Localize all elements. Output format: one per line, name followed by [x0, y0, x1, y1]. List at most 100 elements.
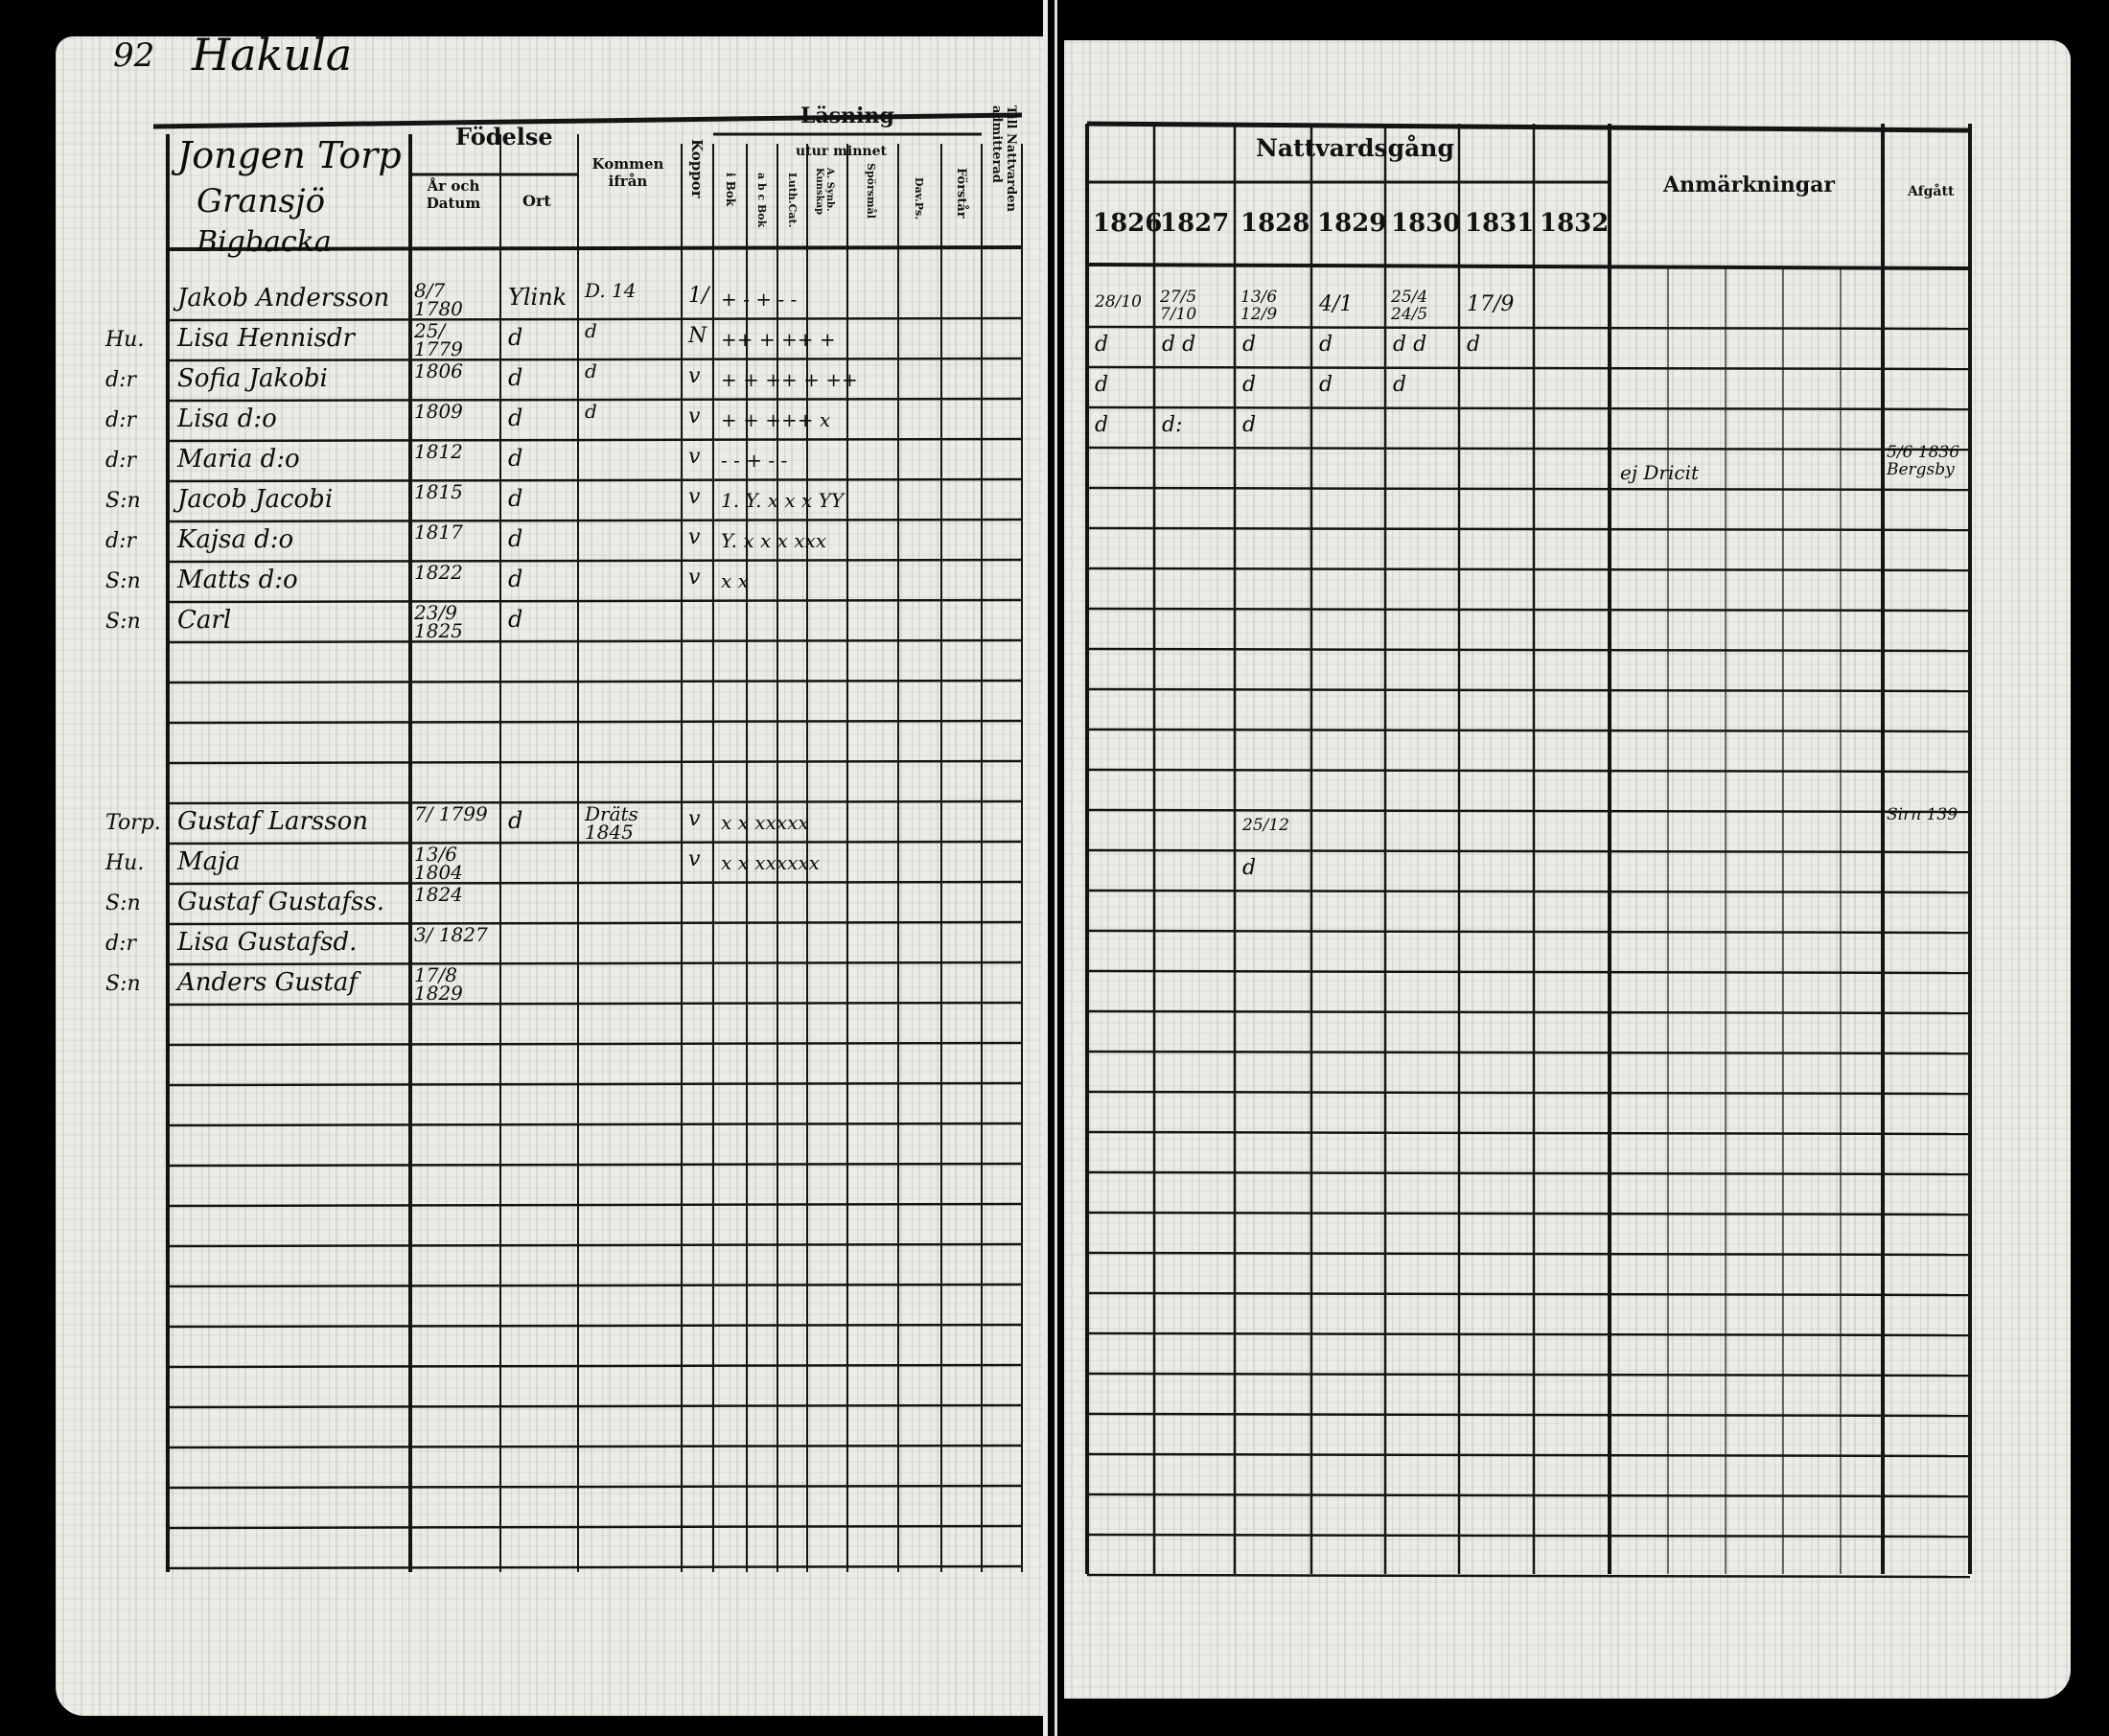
entry-smallpox: v [688, 566, 701, 590]
household-heading-3: Bigbacka [197, 225, 332, 259]
left-row-rule [167, 920, 1023, 926]
right-row-rule [1086, 607, 1971, 613]
communion-entry: 25/12 [1242, 816, 1289, 835]
entry-smallpox: v [688, 807, 701, 831]
left-row-rule [167, 719, 1023, 725]
entry-birthplace: d [508, 485, 523, 512]
entry-birthplace: d [508, 807, 523, 834]
left-row-rule [167, 1162, 1023, 1168]
entry-prefix: d:r [105, 932, 137, 956]
left-row-rule [167, 1444, 1023, 1449]
communion-entry: 4/1 [1319, 292, 1354, 316]
right-row-rule [1086, 1412, 1971, 1418]
right-row-rule [1086, 1170, 1971, 1176]
right-row-rule [1086, 848, 1971, 854]
entry-came-from: Dräts 1845 [585, 802, 638, 844]
communion-entry: d [1242, 373, 1257, 397]
header-dav-ps: Dav.Ps. [913, 177, 925, 220]
entry-birth-date: 8/7 1780 [414, 279, 463, 320]
communion-entry: 27/5 7/10 [1160, 288, 1197, 324]
year-header-1828: 1828 [1240, 209, 1310, 238]
communion-entry: d [1095, 333, 1109, 357]
entry-birth-date: 13/6 1804 [414, 843, 463, 884]
entry-birthplace: d [508, 364, 523, 391]
right-row-rule [1086, 1573, 1971, 1579]
left-row-rule [167, 316, 1023, 322]
gutter [1043, 0, 1048, 1736]
right-row-rule [1086, 1090, 1971, 1096]
left-row-rule [167, 477, 1023, 483]
left-row-rule [167, 1041, 1023, 1047]
communion-entry: 25/4 24/5 [1391, 288, 1428, 324]
entry-prefix: d:r [105, 449, 137, 473]
right-row-rule [1086, 486, 1971, 492]
left-row-rule [167, 1283, 1023, 1288]
header-anmarkningar: Anmärkningar [1663, 173, 1836, 197]
entry-reading-marks: ++ + ++ + [721, 328, 836, 351]
entry-name: Lisa Hennisdr [177, 324, 355, 353]
entry-prefix: S:n [105, 489, 141, 513]
entry-name: Jakob Andersson [177, 284, 390, 312]
entry-prefix: S:n [105, 610, 141, 634]
entry-name: Maria d:o [177, 445, 300, 474]
left-row-rule [167, 880, 1023, 886]
entry-reading-marks: + + +++ x [721, 408, 831, 431]
entry-came-from: d [585, 400, 597, 423]
entry-birthplace: d [508, 405, 523, 431]
entry-reading-marks: 1. Y. x x x YY [721, 489, 845, 512]
communion-entry: 13/6 12/9 [1240, 288, 1278, 324]
right-row-rule [1086, 687, 1971, 693]
entry-birthplace: d [508, 324, 523, 351]
header-utur-minnet: utur minnet [796, 144, 887, 159]
communion-entry: 28/10 [1095, 292, 1142, 312]
right-row-rule [1086, 405, 1971, 411]
communion-entry: d [1393, 373, 1407, 397]
left-header-bottom [167, 245, 1023, 251]
entry-departed: 5/6 1836 Bergsby [1887, 443, 1960, 479]
left-row-rule [167, 961, 1023, 966]
entry-birth-date: 1806 [414, 359, 463, 382]
entry-smallpox: 1/ [688, 284, 709, 308]
entry-reading-marks: Y. x x x xxx [721, 529, 827, 552]
communion-entry: d [1467, 333, 1481, 357]
right-row-rule [1086, 1331, 1971, 1337]
header-i-bok: i Bok [724, 173, 737, 207]
entry-birth-date: 1822 [414, 561, 463, 584]
entry-came-from: d [585, 319, 597, 342]
header-till-nattvarden: Till Nattvarden admitterad [989, 105, 1018, 212]
right-row-rule [1086, 647, 1971, 653]
right-row-rule [1086, 1291, 1971, 1297]
left-row-rule [167, 759, 1023, 765]
right-row-rule [1086, 365, 1971, 371]
entry-prefix: S:n [105, 891, 141, 915]
year-header-1827: 1827 [1160, 209, 1230, 238]
right-top-border [1086, 121, 1971, 133]
entry-name: Carl [177, 606, 232, 635]
right-row-rule [1086, 567, 1971, 572]
entry-smallpox: v [688, 525, 701, 549]
gutter-edge [1054, 0, 1057, 1736]
entry-name: Gustaf Gustafss. [177, 888, 385, 916]
left-row-rule [167, 1363, 1023, 1369]
right-row-rule [1086, 1251, 1971, 1257]
communion-entry: d [1242, 856, 1257, 880]
header-a-synb: A. Synb. Kunskap [814, 168, 835, 216]
entry-smallpox: v [688, 405, 701, 428]
year-header-1830: 1830 [1391, 209, 1461, 238]
left-row-rule [167, 1484, 1023, 1490]
header-forstar: Förstår [954, 168, 968, 219]
left-row-rule [167, 1524, 1023, 1530]
entry-departed: Sirn 139 [1887, 805, 1958, 824]
left-row-rule [167, 518, 1023, 523]
right-header-bottom [1086, 263, 1971, 270]
entry-birthplace: d [508, 445, 523, 472]
entry-birthplace: d [508, 525, 523, 552]
right-row-rule [1086, 728, 1971, 733]
entry-birth-date: 1809 [414, 400, 463, 423]
entry-birthplace: d [508, 566, 523, 592]
household-heading-1: Jongen Torp [177, 134, 402, 176]
entry-reading-marks: - - + - - [721, 449, 788, 472]
entry-reading-marks: + + ++ + ++ [721, 368, 858, 391]
left-row-rule [167, 1564, 1023, 1570]
right-row-rule [1086, 1372, 1971, 1377]
